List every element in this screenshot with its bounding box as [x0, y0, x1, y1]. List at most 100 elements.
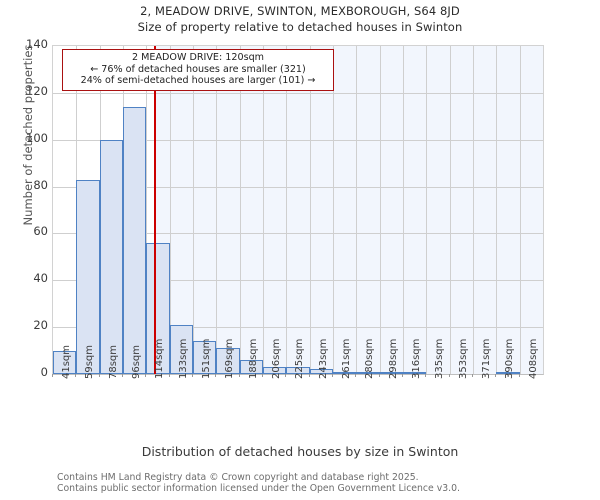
- histogram-bar: [309, 369, 333, 374]
- x-tick-label: 114sqm: [154, 338, 166, 379]
- x-tick-mark: [355, 374, 356, 377]
- x-tick-mark: [99, 374, 100, 377]
- x-tick-mark: [309, 374, 310, 377]
- histogram-bar: [333, 371, 357, 374]
- x-tick-mark: [379, 374, 380, 377]
- y-tick-label: 140: [26, 37, 48, 51]
- footer-line-1: Contains HM Land Registry data © Crown c…: [57, 472, 419, 483]
- x-tick-label: 188sqm: [247, 338, 259, 379]
- x-tick-label: 298sqm: [387, 338, 399, 379]
- gridline: [426, 46, 427, 374]
- histogram-bar: [496, 371, 520, 374]
- gridline: [520, 46, 521, 374]
- x-tick-mark: [425, 374, 426, 377]
- gridline: [53, 233, 543, 234]
- x-tick-label: 243sqm: [317, 338, 329, 379]
- plot-area: [52, 45, 544, 375]
- x-tick-mark: [472, 374, 473, 377]
- x-axis-ticks: 41sqm 59sqm 78sqm 96sqm 114sqm 133sqm 151sqm 16…: [52, 339, 544, 439]
- gridline: [380, 46, 381, 374]
- gridline: [146, 46, 147, 374]
- y-tick-label: 20: [33, 318, 48, 333]
- histogram-bar: [216, 348, 240, 374]
- x-tick-mark: [169, 374, 170, 377]
- gridline: [450, 46, 451, 374]
- annotation-line-2: ← 76% of detached houses are smaller (32…: [90, 63, 306, 75]
- y-tick-label: 40: [33, 271, 48, 286]
- histogram-bar: [193, 341, 217, 374]
- histogram-bar: [53, 350, 77, 374]
- y-tick-label: 120: [26, 83, 48, 98]
- y-tick-label: 0: [40, 365, 48, 379]
- x-tick-label: 133sqm: [177, 338, 189, 379]
- gridline: [53, 327, 543, 328]
- x-tick-mark: [495, 374, 496, 377]
- annotation-line-1: 2 MEADOW DRIVE: 120sqm: [131, 52, 265, 63]
- histogram-bar: [99, 139, 123, 374]
- gridline: [193, 46, 194, 374]
- x-tick-mark: [75, 374, 76, 377]
- gridline: [240, 46, 241, 374]
- x-tick-label: 225sqm: [294, 338, 306, 379]
- page-title: 2, MEADOW DRIVE, SWINTON, MEXBOROUGH, S6…: [140, 4, 460, 18]
- gridline: [333, 46, 334, 374]
- gridline: [53, 187, 543, 188]
- property-marker-line: [153, 46, 156, 374]
- x-tick-label: 206sqm: [271, 338, 282, 379]
- x-tick-label: 41sqm: [61, 344, 72, 379]
- x-tick-mark: [519, 374, 520, 377]
- annotation-line-3: 24% of semi-detached houses are larger (…: [80, 75, 316, 86]
- y-axis-label: Number of detached properties: [21, 44, 35, 226]
- histogram-bar: [379, 371, 403, 374]
- histogram-bar: [286, 366, 310, 374]
- x-tick-label: 408sqm: [527, 338, 539, 379]
- gridline: [403, 46, 404, 374]
- gridline: [310, 46, 311, 374]
- x-tick-mark: [449, 374, 450, 377]
- x-tick-mark: [145, 374, 146, 377]
- gridline: [496, 46, 497, 374]
- upper-range-shading: [153, 46, 543, 374]
- chart-subtitle: Size of property relative to detached ho…: [137, 20, 463, 34]
- histogram-bar: [239, 359, 263, 374]
- histogram-bar: [403, 371, 427, 374]
- gridline: [170, 46, 171, 374]
- property-annotation-box: 2 MEADOW DRIVE: 120sqm ← 76% of detached…: [62, 49, 334, 91]
- x-axis-label: Distribution of detached houses by size …: [141, 444, 459, 459]
- histogram-bar: [263, 366, 287, 374]
- y-tick-label: 80: [33, 177, 48, 192]
- x-tick-label: 390sqm: [504, 338, 516, 379]
- chart-title-block: 2, MEADOW DRIVE, SWINTON, MEXBOROUGH, S6…: [0, 3, 600, 35]
- attribution-footer: Contains HM Land Registry data © Crown c…: [57, 472, 597, 494]
- x-tick-label: 371sqm: [481, 338, 492, 379]
- gridline: [53, 93, 543, 94]
- gridline: [53, 280, 543, 281]
- x-tick-label: 78sqm: [107, 344, 119, 379]
- gridline: [53, 140, 543, 141]
- y-tick-label: 60: [33, 224, 48, 239]
- y-axis-ticks: 0 20 40 60 80 100 120 140: [0, 37, 48, 379]
- histogram-bars: [53, 46, 543, 374]
- x-tick-mark: [262, 374, 263, 377]
- x-tick-label: 280sqm: [364, 338, 376, 379]
- x-tick-mark: [239, 374, 240, 377]
- y-tick-label: 100: [26, 130, 48, 145]
- x-tick-mark: [215, 374, 216, 377]
- x-tick-label: 59sqm: [84, 344, 96, 379]
- histogram-bar: [123, 106, 147, 374]
- x-tick-mark: [122, 374, 123, 377]
- x-tick-label: 353sqm: [457, 338, 469, 379]
- x-tick-mark: [52, 374, 53, 377]
- x-tick-label: 151sqm: [201, 338, 212, 379]
- x-tick-label: 169sqm: [224, 338, 236, 379]
- x-tick-label: 261sqm: [341, 338, 352, 379]
- gridline: [356, 46, 357, 374]
- x-tick-label: 335sqm: [434, 338, 446, 379]
- x-tick-label: 96sqm: [131, 344, 142, 379]
- x-tick-mark: [332, 374, 333, 377]
- gridline: [286, 46, 287, 374]
- histogram-bar: [356, 371, 380, 374]
- histogram-bar: [146, 242, 170, 374]
- x-tick-mark: [192, 374, 193, 377]
